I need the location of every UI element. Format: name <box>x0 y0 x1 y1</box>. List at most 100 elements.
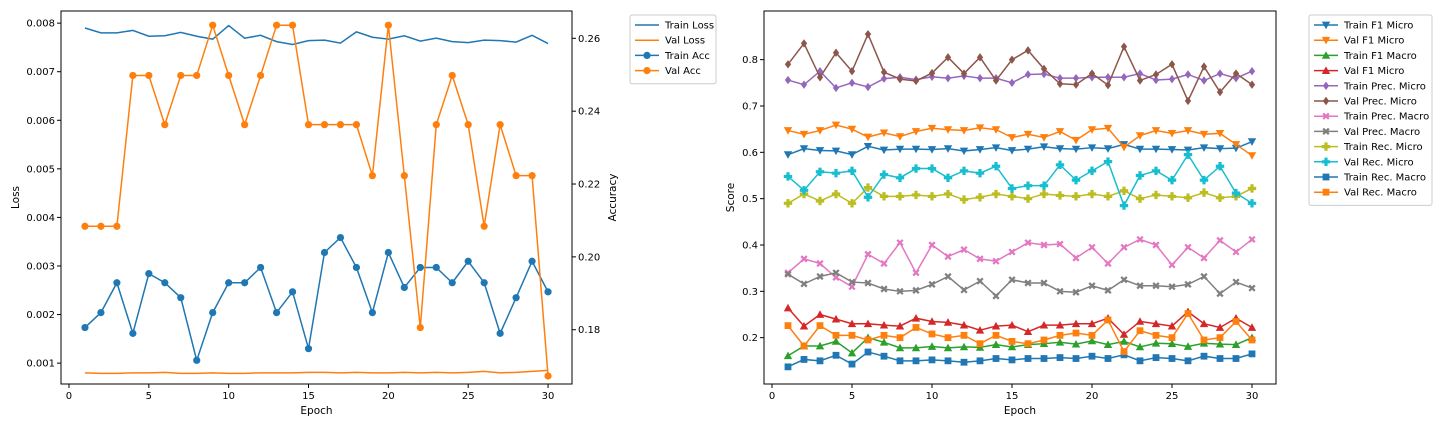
data-point <box>1120 348 1128 355</box>
data-point <box>1135 171 1145 180</box>
data-point <box>1152 282 1160 290</box>
data-point <box>864 250 872 258</box>
data-point <box>1215 339 1225 348</box>
data-point <box>799 130 809 139</box>
data-point <box>448 279 456 287</box>
data-point <box>863 319 873 328</box>
data-point <box>992 76 1000 85</box>
legend-label: Val Loss <box>665 36 705 47</box>
series-line <box>787 238 1253 288</box>
data-point <box>944 272 952 281</box>
legend-label: Train Prec. Micro <box>1343 81 1426 92</box>
y-tick-label: 0.001 <box>26 359 55 370</box>
data-point <box>1087 166 1097 176</box>
y-tick-label: 0.4 <box>742 240 758 251</box>
data-point <box>241 279 249 287</box>
data-point <box>512 172 520 180</box>
data-point <box>1040 241 1048 249</box>
legend-marker <box>1321 66 1331 74</box>
data-point <box>928 356 936 364</box>
data-point <box>1023 327 1033 336</box>
data-point <box>544 288 552 296</box>
series-line <box>84 369 549 375</box>
y-tick-label: 0.2 <box>742 333 758 344</box>
data-point <box>1024 70 1032 79</box>
data-point <box>1248 284 1256 292</box>
data-point <box>800 280 808 288</box>
data-point <box>1199 319 1209 328</box>
data-point <box>895 133 905 141</box>
data-point <box>975 193 985 202</box>
data-point <box>863 142 873 151</box>
series-line <box>787 271 1253 298</box>
legend-marker <box>1322 173 1330 181</box>
data-point <box>896 287 904 295</box>
series-line <box>787 336 1253 357</box>
data-point <box>1200 272 1208 281</box>
data-point <box>880 74 888 83</box>
data-point <box>1200 352 1208 360</box>
data-point <box>800 356 808 363</box>
data-point <box>848 78 856 88</box>
data-point <box>991 321 1001 330</box>
data-point <box>1024 239 1032 247</box>
data-point <box>1040 64 1048 74</box>
data-point <box>1056 240 1064 248</box>
series-val-loss <box>84 369 549 375</box>
y-axis-label: Loss <box>10 186 22 209</box>
data-point <box>1232 355 1240 362</box>
data-point <box>1087 189 1097 199</box>
data-point <box>1167 192 1177 201</box>
data-point <box>1039 189 1049 199</box>
data-point <box>1072 80 1080 89</box>
data-point <box>480 279 488 287</box>
data-point <box>911 145 921 154</box>
data-point <box>896 239 904 247</box>
legend-label: Train Rec. Micro <box>1343 142 1423 153</box>
data-point <box>1071 339 1081 348</box>
data-point <box>1183 127 1193 135</box>
data-point <box>1119 337 1129 345</box>
data-point <box>1231 188 1241 198</box>
data-point <box>1152 241 1160 249</box>
data-point <box>1232 278 1240 286</box>
data-point <box>1056 79 1064 88</box>
data-point <box>1151 339 1161 347</box>
data-point <box>847 319 857 328</box>
data-point <box>959 147 969 156</box>
data-point <box>1104 286 1112 295</box>
data-point <box>944 357 952 365</box>
data-point <box>1168 334 1176 342</box>
data-point <box>1200 76 1208 85</box>
legend-label: Val Prec. Macro <box>1344 127 1420 138</box>
data-point <box>879 129 889 138</box>
data-point <box>831 189 841 199</box>
data-point <box>1215 145 1225 153</box>
legend: Train Loss Val Loss Train Acc Val Acc <box>629 14 717 85</box>
data-point <box>1104 259 1112 268</box>
data-point <box>831 337 841 345</box>
data-point <box>816 322 824 330</box>
data-point <box>1119 330 1129 338</box>
data-point <box>1120 42 1128 51</box>
data-point <box>911 164 921 173</box>
data-point <box>975 146 985 154</box>
y-tick-label: 0.5 <box>742 194 758 205</box>
data-point <box>1232 248 1240 256</box>
data-point <box>1039 181 1049 190</box>
data-point <box>944 73 952 83</box>
data-point <box>1151 319 1161 328</box>
data-point <box>831 168 841 178</box>
data-point <box>1055 191 1065 200</box>
x-tick-label: 10 <box>222 391 235 402</box>
data-point <box>1023 130 1033 139</box>
data-point <box>1215 129 1225 138</box>
legend-marker <box>1321 51 1331 59</box>
data-point <box>1168 261 1176 269</box>
x-tick-label: 15 <box>302 391 315 402</box>
data-point <box>895 321 905 330</box>
data-point <box>1248 235 1256 244</box>
x-tick-label: 0 <box>769 391 775 402</box>
data-point <box>416 323 424 332</box>
legend-marker <box>1322 81 1330 90</box>
